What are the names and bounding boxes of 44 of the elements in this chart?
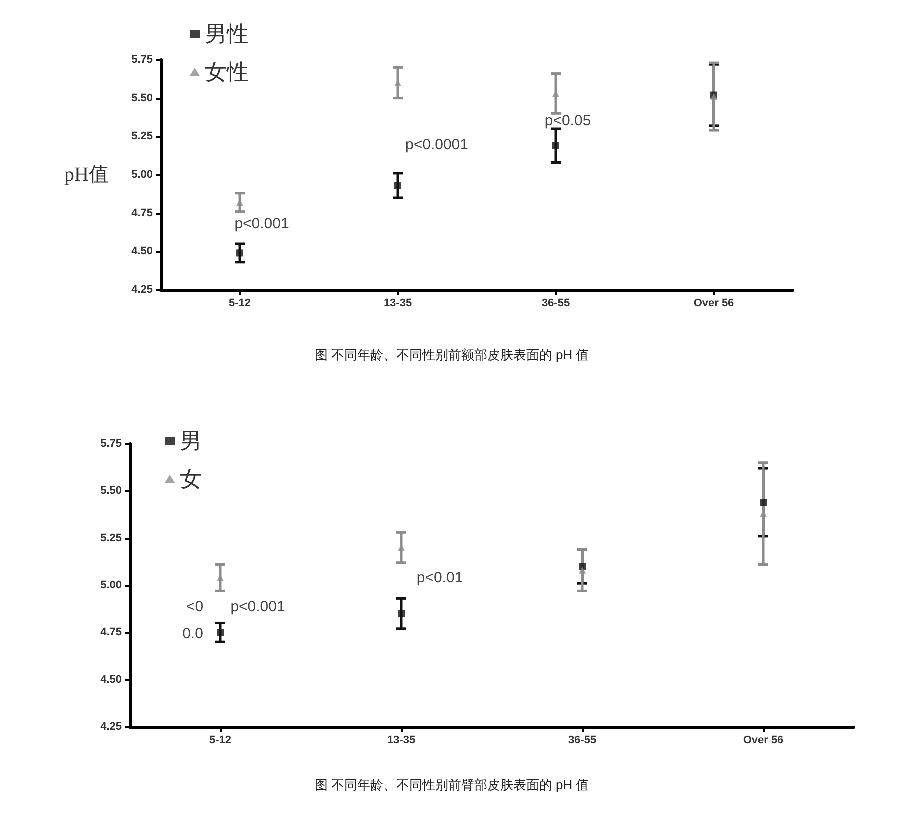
x-tick-label: 13-35	[384, 298, 412, 310]
y-tick-label: 4.75	[132, 207, 153, 220]
y-tick-label: 4.50	[100, 674, 122, 686]
point	[236, 250, 244, 257]
point	[552, 142, 560, 150]
point	[217, 629, 224, 636]
y-tick-label: 5.75	[100, 438, 122, 450]
y-axis-title: pH值	[64, 164, 109, 186]
point	[394, 182, 402, 190]
legend-label: 女性	[205, 60, 249, 84]
y-tick-label: 5.00	[100, 580, 122, 592]
annotation: p<0.05	[544, 112, 592, 130]
annotation: p<0.0001	[406, 136, 468, 154]
annotation: p<0.001	[230, 598, 286, 616]
legend-label: 男性	[205, 22, 249, 46]
legend-label: 男	[180, 428, 202, 454]
x-tick-label: 5-12	[209, 734, 232, 746]
y-tick-label: 5.50	[100, 485, 122, 498]
text: 图 不同年龄、不同性别前臂部皮肤表面的 pH 值	[314, 778, 590, 792]
y-tick-label: 4.50	[132, 246, 153, 258]
annotation: <0	[186, 598, 204, 616]
annotation: p<0.001	[234, 216, 290, 232]
point	[579, 563, 586, 570]
x-tick-label: Over 56	[743, 734, 784, 746]
annotation: p<0.01	[416, 570, 464, 586]
y-tick-label: 5.75	[132, 54, 153, 66]
x-tick-label: 13-35	[387, 734, 416, 746]
x-tick-label: Over 56	[694, 298, 734, 310]
legend-label: 女	[180, 466, 202, 492]
y-tick-label: 5.00	[132, 169, 153, 181]
y-tick-label: 4.25	[132, 284, 153, 296]
y-tick-label: 5.25	[132, 130, 153, 143]
y-tick-label: 4.25	[100, 721, 122, 733]
point	[579, 566, 586, 574]
point	[760, 498, 767, 506]
x-tick-label: 5-12	[228, 298, 252, 310]
text: 图 不同年龄、不同性别前额部皮肤表面的 pH 值	[314, 348, 590, 362]
point	[398, 610, 405, 618]
y-tick-label: 5.50	[132, 92, 153, 104]
x-tick-label: 36-55	[568, 734, 597, 746]
y-tick-label: 4.75	[100, 626, 122, 639]
x-tick-label: 36-55	[542, 298, 570, 310]
y-tick-label: 5.25	[100, 532, 122, 544]
annotation: 0.0	[182, 626, 204, 642]
